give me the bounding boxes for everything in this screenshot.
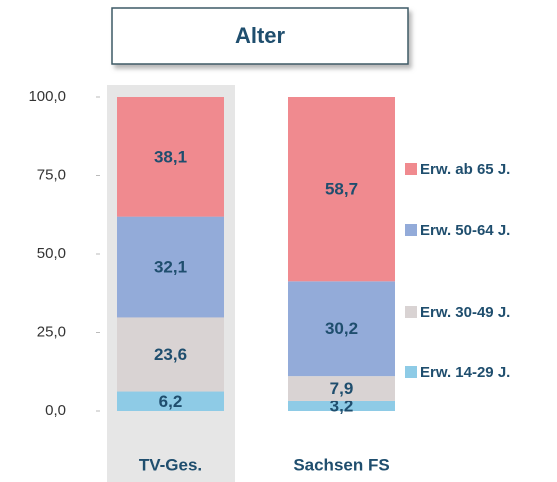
value-label: 58,7 <box>325 180 358 199</box>
x-tick-label: TV-Ges. <box>139 455 202 474</box>
y-tick-label: 50,0 <box>37 245 66 262</box>
bar-segment <box>117 97 224 217</box>
value-label: 32,1 <box>154 258 187 277</box>
chart-title: Alter <box>235 23 286 48</box>
bar-segment <box>117 391 224 411</box>
bar-segment <box>288 376 395 401</box>
value-label: 7,9 <box>330 379 354 398</box>
value-label: 6,2 <box>159 392 183 411</box>
legend-label: Erw. 30-49 J. <box>420 304 510 321</box>
x-tick-label: Sachsen FS <box>293 455 389 474</box>
y-tick-label: 0,0 <box>45 402 66 419</box>
bar-segment <box>288 281 395 377</box>
bar-segment <box>288 97 395 282</box>
value-label: 38,1 <box>154 147 187 166</box>
legend-swatch <box>405 366 417 378</box>
legend-label: Erw. 50-64 J. <box>420 222 510 239</box>
bar-segment <box>117 216 224 318</box>
legend-swatch <box>405 163 417 175</box>
title-box <box>111 7 409 65</box>
y-tick-label: 75,0 <box>37 166 66 183</box>
value-label: 3,2 <box>330 396 354 415</box>
y-tick-label: 100,0 <box>28 88 66 105</box>
bar-segment <box>117 317 224 392</box>
legend-label: Erw. 14-29 J. <box>420 364 510 381</box>
legend-swatch <box>405 224 417 236</box>
value-label: 30,2 <box>325 319 358 338</box>
legend-label: Erw. ab 65 J. <box>420 161 510 178</box>
legend-swatch <box>405 306 417 318</box>
bar-segment <box>288 400 395 411</box>
value-label: 23,6 <box>154 345 187 364</box>
y-tick-label: 25,0 <box>37 323 66 340</box>
